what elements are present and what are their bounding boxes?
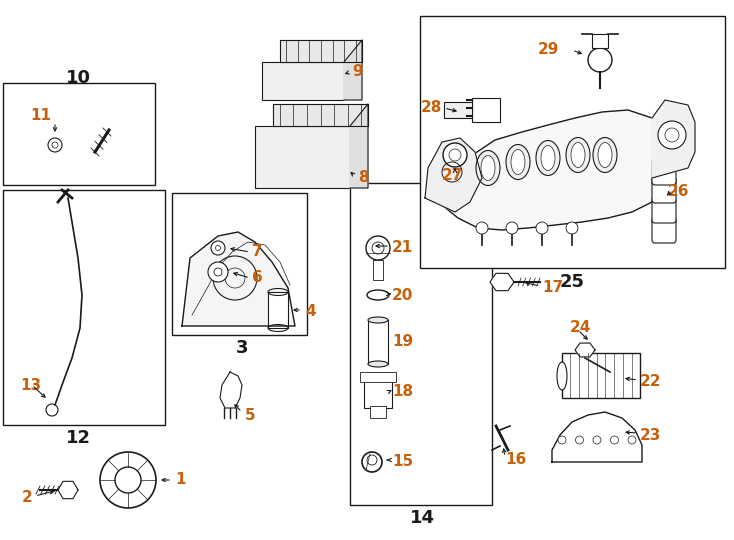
Text: 20: 20	[392, 287, 413, 302]
Ellipse shape	[566, 138, 590, 172]
Circle shape	[48, 138, 62, 152]
Bar	[373, 260, 383, 280]
Polygon shape	[182, 232, 295, 326]
Text: 23: 23	[640, 428, 661, 442]
Bar	[444, 102, 472, 118]
Text: 5: 5	[245, 408, 255, 422]
Text: 7: 7	[252, 245, 263, 260]
Text: 13: 13	[20, 377, 41, 393]
Circle shape	[558, 436, 566, 444]
Circle shape	[214, 268, 222, 276]
Circle shape	[611, 436, 619, 444]
Bar	[472, 98, 500, 122]
Circle shape	[536, 222, 548, 234]
Text: 4: 4	[305, 305, 316, 320]
Ellipse shape	[368, 361, 388, 367]
Text: 24: 24	[570, 321, 592, 335]
Ellipse shape	[571, 143, 585, 167]
Text: 21: 21	[392, 240, 413, 255]
Text: 14: 14	[410, 509, 435, 527]
Text: 27: 27	[442, 167, 463, 183]
Text: 2: 2	[21, 490, 32, 505]
Ellipse shape	[593, 138, 617, 172]
Text: 9: 9	[352, 64, 363, 79]
Polygon shape	[575, 343, 595, 357]
Polygon shape	[652, 100, 695, 178]
Polygon shape	[425, 138, 482, 212]
Bar	[364, 376, 392, 408]
Bar	[172, 193, 307, 335]
Circle shape	[476, 222, 488, 234]
Ellipse shape	[368, 317, 388, 323]
Circle shape	[208, 262, 228, 282]
Ellipse shape	[481, 156, 495, 180]
Text: 25: 25	[559, 273, 584, 291]
Bar	[350, 183, 492, 505]
Circle shape	[211, 241, 225, 255]
Circle shape	[216, 246, 220, 251]
Ellipse shape	[476, 151, 500, 186]
Polygon shape	[350, 104, 368, 188]
Text: 29: 29	[538, 43, 559, 57]
Polygon shape	[344, 40, 362, 100]
FancyBboxPatch shape	[652, 197, 676, 223]
FancyBboxPatch shape	[652, 217, 676, 243]
Circle shape	[588, 48, 612, 72]
Polygon shape	[432, 110, 668, 230]
Polygon shape	[220, 372, 242, 408]
Text: 1: 1	[175, 472, 186, 488]
Ellipse shape	[557, 362, 567, 390]
Text: 18: 18	[392, 384, 413, 400]
Polygon shape	[273, 104, 368, 126]
Polygon shape	[280, 40, 362, 62]
Text: 11: 11	[30, 107, 51, 123]
Polygon shape	[490, 273, 514, 291]
Text: 28: 28	[421, 100, 442, 116]
Polygon shape	[58, 481, 78, 498]
Text: 19: 19	[392, 334, 413, 349]
Circle shape	[366, 236, 390, 260]
Ellipse shape	[536, 140, 560, 176]
Circle shape	[575, 436, 584, 444]
Bar	[268, 292, 288, 328]
Circle shape	[628, 436, 636, 444]
Text: 26: 26	[668, 185, 689, 199]
Text: 16: 16	[505, 453, 526, 468]
Circle shape	[566, 222, 578, 234]
FancyBboxPatch shape	[652, 159, 676, 185]
Text: 22: 22	[640, 375, 661, 389]
Circle shape	[506, 222, 518, 234]
Bar	[262, 62, 344, 100]
Ellipse shape	[541, 145, 555, 171]
Bar	[360, 372, 396, 382]
Text: 17: 17	[542, 280, 563, 295]
Text: 6: 6	[252, 271, 263, 286]
Text: 8: 8	[358, 171, 368, 186]
Circle shape	[658, 121, 686, 149]
Text: 10: 10	[65, 69, 90, 87]
Text: 3: 3	[236, 339, 248, 357]
Bar	[3, 190, 165, 425]
Polygon shape	[552, 412, 642, 462]
Ellipse shape	[511, 150, 525, 174]
Bar	[562, 353, 640, 398]
Text: 12: 12	[65, 429, 90, 447]
Bar	[592, 34, 608, 48]
Ellipse shape	[506, 145, 530, 179]
Circle shape	[593, 436, 601, 444]
Bar	[368, 320, 388, 364]
Bar	[370, 406, 386, 418]
Text: 15: 15	[392, 455, 413, 469]
Bar	[420, 16, 725, 268]
Ellipse shape	[598, 143, 612, 167]
FancyBboxPatch shape	[652, 177, 676, 203]
Bar	[3, 83, 155, 185]
Circle shape	[443, 143, 467, 167]
Bar	[255, 126, 350, 188]
